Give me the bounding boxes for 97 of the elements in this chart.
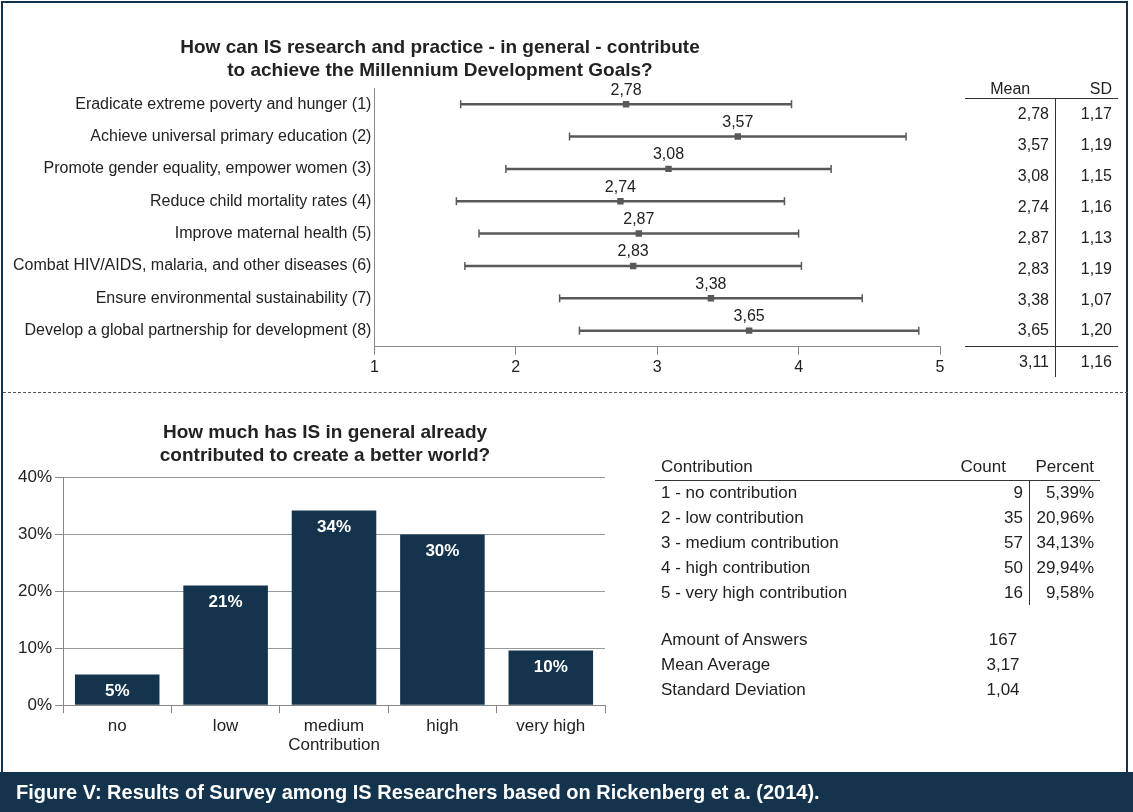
data-label: 3,08 [652,145,685,163]
text: 3,08 [1016,165,1050,186]
text: 1,13 [1055,222,1118,253]
text: Percent [1034,456,1096,479]
x-axis-title: Contribution [288,735,380,755]
y-tick-label: Achieve universal primary education (2) [90,126,372,144]
text: 1,04 [985,678,1021,701]
point [707,295,715,302]
data-label: 30% [425,540,460,560]
x-tick-label: medium [303,716,365,736]
y-tick-label: Improve maternal health (5) [174,223,372,241]
data-label: 2,83 [617,242,649,260]
y-tick-label: Develop a global partnership for development (8) [24,321,372,339]
text: 9 [937,480,1030,505]
text: 29,94% [1035,556,1096,579]
text: 2,78 [1016,103,1050,124]
text: 3,11 [1018,351,1050,372]
text: Count [959,456,1007,479]
data-label: 3,38 [695,274,727,292]
text: 1,15 [1055,160,1118,191]
text: 4 - high contribution [660,556,812,579]
point [617,198,624,205]
text: 9,58% [1044,581,1096,604]
x-tick-label: 4 [794,357,804,375]
text: 5 - very high contribution [660,581,849,604]
x-tick-label: no [107,716,127,736]
data-label: 2,74 [604,177,637,195]
text: 16 [937,580,1030,605]
y-tick-label: 0% [27,694,53,714]
text: 3 - medium contribution [660,531,840,554]
chart-title: How can IS research and practice - in general - contribute to achieve the Millennium Development Goals? [180,35,700,81]
text: 2 - low contribution [660,506,805,529]
text: Mean Average [660,653,772,676]
bar [508,650,594,705]
point [629,262,637,270]
text: 1,16 [1055,346,1118,377]
x-tick-label: 5 [935,357,945,375]
text: Contribution [660,456,754,479]
data-label: 21% [208,591,243,611]
text: 20,96% [1035,506,1096,529]
text: 1,17 [1055,98,1118,129]
bar [74,674,160,705]
point [635,230,643,237]
text: 5,39% [1044,481,1096,504]
data-label: 2,78 [610,80,642,98]
text: 3,65 [1016,320,1050,341]
text: Standard Deviation [660,678,807,701]
x-tick-label: 2 [511,357,521,375]
text: 167 [987,628,1019,651]
text: 1,16 [1055,191,1118,222]
point [734,133,742,140]
text: 3,57 [1016,134,1050,155]
data-label: 5% [104,680,130,700]
text: 50 [937,555,1030,580]
text: 2,83 [1016,258,1050,279]
text: 34,13% [1035,531,1096,554]
text: 57 [937,530,1030,555]
bar [183,585,268,705]
text: 1,07 [1055,284,1118,315]
text: Mean [989,78,1032,98]
text: 35 [937,505,1030,530]
chart-title: How much has IS in general already contributed to create a better world? [158,420,492,466]
x-tick-label: high [426,716,459,736]
text: 1,19 [1055,129,1118,160]
text: 2,87 [1016,227,1050,248]
text: 1,20 [1055,315,1118,346]
y-tick-label: Reduce child mortality rates (4) [149,191,372,209]
data-label: 10% [533,656,568,676]
point [745,327,753,334]
text: 3,17 [985,653,1021,676]
text: 2,74 [1016,196,1050,217]
text: Figure V: Results of Survey among IS Researchers based on Rickenberg et a. (2014). [0,772,1133,812]
data-label: 2,87 [623,209,655,227]
y-tick-label: Eradicate extreme poverty and hunger (1) [75,94,372,112]
x-tick-label: low [212,716,240,736]
x-tick-label: very high [516,716,586,736]
point [665,165,672,173]
y-tick-label: 20% [17,580,53,600]
data-label: 3,65 [733,307,765,325]
text: Amount of Answers [660,628,809,651]
bar [291,510,377,705]
text: SD [1088,78,1113,98]
y-tick-label: Ensure environmental sustainability (7) [95,288,372,306]
y-tick-label: Combat HIV/AIDS, malaria, and other diseases (6) [13,256,372,274]
point [622,100,630,108]
text: 1,19 [1055,253,1118,284]
y-tick-label: Promote gender equality, empower women (3) [43,159,372,177]
bar [400,534,485,705]
y-tick-label: 10% [17,637,53,657]
y-tick-label: 30% [17,523,53,543]
x-tick-label: 1 [369,357,379,375]
data-label: 3,57 [722,112,754,130]
y-tick-label: 40% [17,466,53,486]
data-label: 34% [317,516,352,536]
text: 1 - no contribution [660,481,799,504]
x-tick-label: 3 [652,357,662,375]
text: 3,38 [1016,289,1050,310]
